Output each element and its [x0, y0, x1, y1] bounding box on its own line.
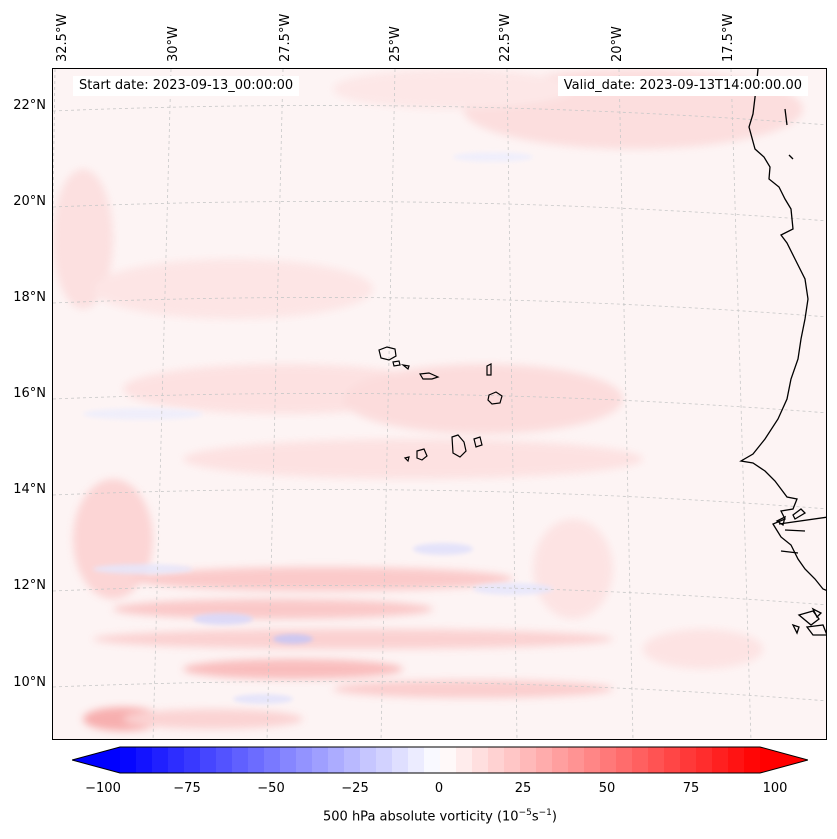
colorbar-cell	[376, 747, 393, 773]
colorbar-cell	[616, 747, 633, 773]
graticule	[53, 69, 826, 739]
vorticity-map	[53, 69, 826, 739]
lon-label-32-5w: 32.5°W	[55, 13, 70, 62]
colorbar-cell	[312, 747, 329, 773]
colorbar-tick-25: 25	[514, 781, 532, 796]
lon-label-27-5w: 27.5°W	[278, 13, 293, 62]
colorbar-cell	[584, 747, 601, 773]
start-date-label: Start date: 2023-09-13_00:00:00	[73, 76, 300, 96]
colorbar-cell	[536, 747, 553, 773]
lat-label-12n: 12°N	[13, 578, 46, 593]
colorbar-cell	[728, 747, 745, 773]
colorbar-cell	[344, 747, 361, 773]
colorbar	[72, 746, 808, 774]
colorbar-cell	[248, 747, 265, 773]
lat-label-18n: 18°N	[13, 290, 46, 305]
colorbar-cell	[280, 747, 297, 773]
colorbar-tick-neg50: −50	[257, 781, 285, 796]
lon-label-20w: 20°W	[610, 26, 625, 62]
colorbar-cell	[168, 747, 185, 773]
colorbar-cell	[632, 747, 649, 773]
colorbar-tick-50: 50	[598, 781, 616, 796]
vorticity-field	[53, 69, 826, 739]
lon-label-17-5w: 17.5°W	[721, 13, 736, 62]
lat-label-10n: 10°N	[13, 675, 46, 690]
colorbar-cell	[424, 747, 441, 773]
colorbar-label: 500 hPa absolute vorticity (10−5s−1)	[323, 808, 557, 825]
colorbar-cell	[520, 747, 537, 773]
colorbar-cell	[360, 747, 377, 773]
lon-label-25w: 25°W	[388, 26, 403, 62]
colorbar-tick-0: 0	[434, 781, 444, 796]
colorbar-cell	[648, 747, 665, 773]
colorbar-cell	[296, 747, 313, 773]
colorbar-cell	[120, 747, 137, 773]
colorbar-tick-neg75: −75	[173, 781, 201, 796]
colorbar-cell	[680, 747, 697, 773]
colorbar-tick-neg100: −100	[85, 781, 121, 796]
colorbar-cell	[152, 747, 169, 773]
colorbar-cell	[488, 747, 505, 773]
colorbar-cell	[232, 747, 249, 773]
colorbar-cell	[568, 747, 585, 773]
colorbar-cell	[408, 747, 425, 773]
cape-verde-islands	[378, 346, 503, 463]
colorbar-cell	[264, 747, 281, 773]
colorbar-cell	[744, 747, 761, 773]
colorbar-cell	[440, 747, 457, 773]
colorbar-tick-100: 100	[762, 781, 788, 796]
colorbar-cell	[328, 747, 345, 773]
lon-label-22-5w: 22.5°W	[498, 13, 513, 62]
colorbar-extend-low	[72, 747, 120, 773]
colorbar-cell	[472, 747, 489, 773]
colorbar-tick-neg25: −25	[341, 781, 369, 796]
colorbar-cell	[600, 747, 617, 773]
lat-label-14n: 14°N	[13, 482, 46, 497]
colorbar-cell	[392, 747, 409, 773]
colorbar-cell	[200, 747, 217, 773]
colorbar-cell	[696, 747, 713, 773]
colorbar-cell	[456, 747, 473, 773]
colorbar-cell	[504, 747, 521, 773]
colorbar-extend-high	[760, 747, 808, 773]
valid-date-label: Valid_date: 2023-09-13T14:00:00.00	[557, 76, 808, 96]
colorbar-cell	[216, 747, 233, 773]
colorbar-cell	[552, 747, 569, 773]
colorbar-cell	[664, 747, 681, 773]
lon-label-30w: 30°W	[166, 26, 181, 62]
map-panel[interactable]: Start date: 2023-09-13_00:00:00 Valid_da…	[52, 68, 827, 740]
colorbar-cell	[712, 747, 729, 773]
colorbar-tick-75: 75	[682, 781, 700, 796]
colorbar-cells	[72, 747, 808, 773]
lat-label-20n: 20°N	[13, 194, 46, 209]
colorbar-cell	[136, 747, 153, 773]
lat-label-16n: 16°N	[13, 386, 46, 401]
colorbar-cell	[184, 747, 201, 773]
africa-coastline	[739, 69, 826, 636]
lat-label-22n: 22°N	[13, 98, 46, 113]
